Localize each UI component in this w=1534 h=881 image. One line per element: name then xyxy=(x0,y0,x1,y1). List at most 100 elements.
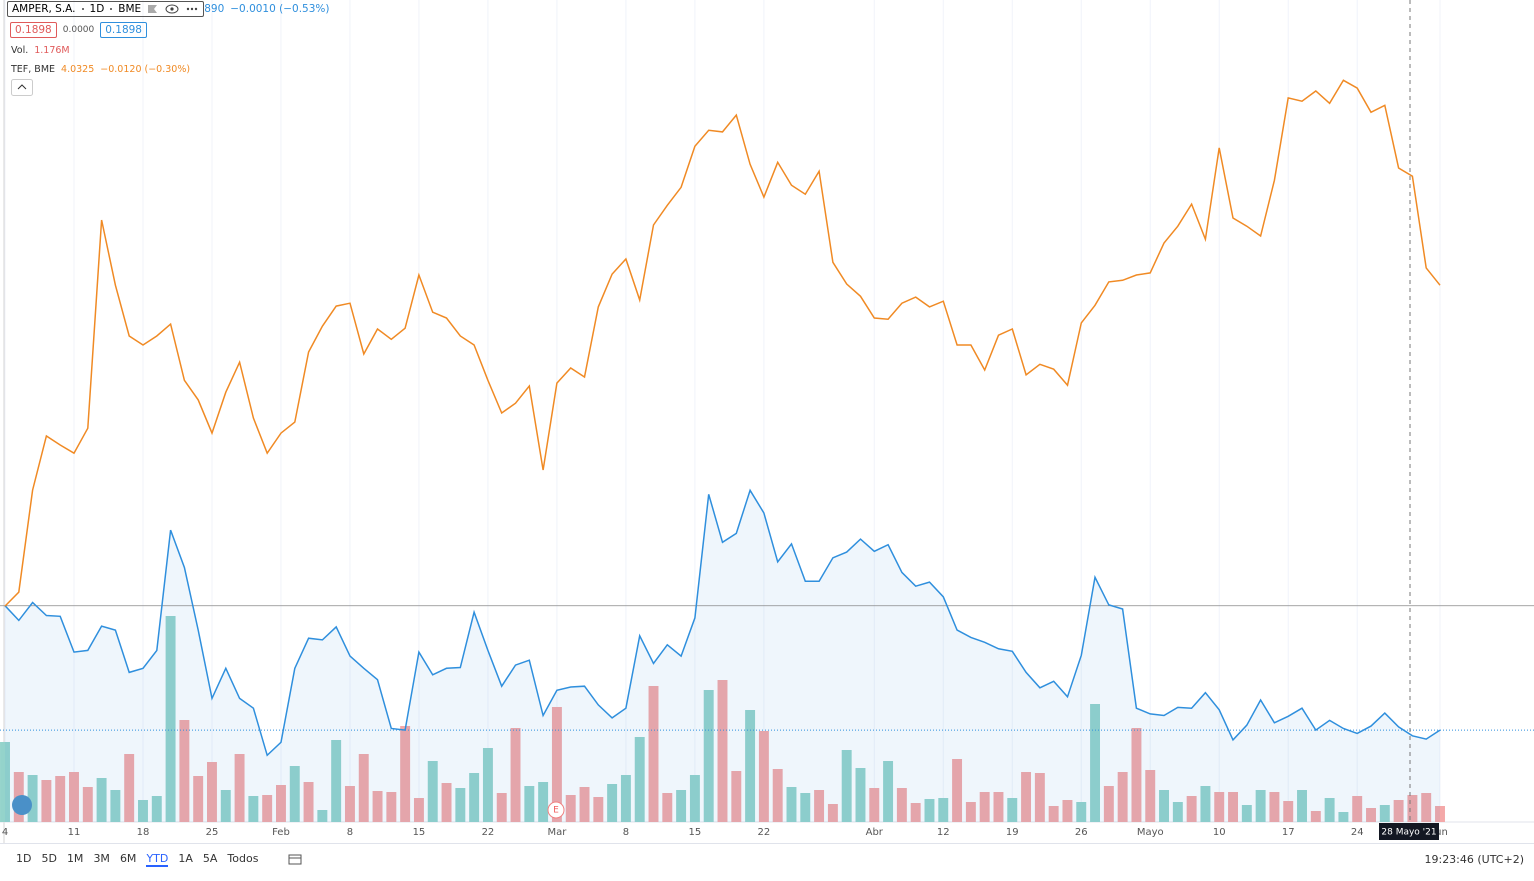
range-button[interactable]: 1M xyxy=(66,851,84,865)
x-tick-label: Mayo xyxy=(1137,827,1164,838)
legend-volume: Vol. 1.176M xyxy=(11,45,70,56)
volume-bar xyxy=(869,788,880,822)
volume-bar xyxy=(1145,770,1156,822)
volume-bar xyxy=(496,793,507,822)
range-button[interactable]: 6M xyxy=(119,851,137,865)
volume-bar xyxy=(565,795,576,822)
volume-bar xyxy=(855,768,866,822)
volume-bar xyxy=(841,750,852,822)
volume-bar xyxy=(952,759,963,822)
volume-bar xyxy=(827,804,838,822)
volume-bar xyxy=(965,802,976,822)
symbol-name: AMPER, S.A. xyxy=(12,3,76,15)
volume-bar xyxy=(1393,800,1404,822)
collapse-button[interactable] xyxy=(11,79,33,96)
volume-bar xyxy=(1021,772,1032,822)
symbol-interval: 1D xyxy=(89,3,105,15)
range-button[interactable]: 5D xyxy=(41,851,57,865)
x-tick-label: 19 xyxy=(1006,827,1019,838)
volume-bar xyxy=(786,787,797,822)
volume-bar xyxy=(207,762,217,822)
range-button[interactable]: Todos xyxy=(227,851,259,865)
volume-bar xyxy=(593,797,604,822)
tef-name: TEF, BME xyxy=(11,64,56,75)
x-tick-label: Feb xyxy=(272,827,290,838)
volume-bar xyxy=(331,740,342,822)
volume-bar xyxy=(413,798,424,822)
volume-bars xyxy=(0,616,1445,822)
volume-bar xyxy=(193,776,204,822)
volume-bar xyxy=(0,742,10,822)
eye-icon[interactable] xyxy=(165,4,179,14)
volume-bar xyxy=(634,737,645,822)
volume-bar xyxy=(1269,792,1280,822)
symbol-box[interactable]: AMPER, S.A. 1D BME xyxy=(7,1,205,17)
area xyxy=(5,490,1440,822)
volume-bar xyxy=(1241,805,1252,822)
volume-bar xyxy=(910,803,921,822)
range-buttons: 1D 5D 1M 3M 6M YTD 1A 5A Todos xyxy=(16,852,258,867)
volume-bar xyxy=(96,778,107,822)
series-line xyxy=(4,79,1441,607)
volume-bar xyxy=(772,769,783,822)
amper-change: −0.0010 (−0.53%) xyxy=(230,3,330,15)
volume-bar xyxy=(1435,806,1445,822)
volume-bar xyxy=(1407,795,1418,822)
x-tick-label: 17 xyxy=(1282,827,1295,838)
volume-bar xyxy=(745,710,756,822)
volume-bar xyxy=(441,783,452,822)
range-button[interactable]: 1A xyxy=(178,851,193,865)
range-button[interactable]: 5A xyxy=(202,851,218,865)
volume-bar xyxy=(1117,772,1128,822)
x-tick-label: 26 xyxy=(1075,827,1088,838)
volume-bar xyxy=(1324,798,1335,822)
volume-bar xyxy=(510,728,521,822)
x-tick-label: 8 xyxy=(623,827,629,838)
volume-bar xyxy=(1283,801,1294,822)
chart: E 4 11 18 25 Feb 8 15 22 Mar 8 15 22 Abr 12 19 26 Mayo 10… xyxy=(0,0,1534,843)
volume-bar xyxy=(731,771,742,822)
x-tick-label: 10 xyxy=(1213,827,1226,838)
volume-bar xyxy=(1255,790,1266,822)
volume-bar xyxy=(938,798,949,822)
x-tick-label: 12 xyxy=(937,827,950,838)
symbol-exchange: BME xyxy=(118,3,142,15)
volume-bar xyxy=(344,786,355,822)
volume-bar xyxy=(1366,808,1376,822)
volume-bar xyxy=(427,761,438,822)
date-range-icon[interactable] xyxy=(288,853,302,865)
volume-bar xyxy=(1007,798,1018,822)
volume-bar xyxy=(800,793,811,822)
tef-last: 4.0325 xyxy=(61,64,95,75)
volume-bar xyxy=(538,782,549,822)
range-button[interactable]: YTD xyxy=(146,851,169,867)
volume-last: 1.176M xyxy=(34,45,70,56)
volume-bar xyxy=(524,786,535,822)
volume-bar xyxy=(662,793,673,822)
event-marker[interactable] xyxy=(547,801,565,819)
volume-bar xyxy=(1172,802,1183,822)
volume-bar xyxy=(82,787,93,822)
sell-box[interactable]: 0.1898 xyxy=(10,22,57,38)
volume-bar xyxy=(1103,786,1114,822)
volume-bar xyxy=(1062,800,1073,822)
range-button[interactable]: 1D xyxy=(16,851,32,865)
volume-bar xyxy=(924,799,935,822)
volume-bar xyxy=(55,776,66,822)
volume-bar xyxy=(165,616,176,822)
volume-bar xyxy=(1159,790,1170,822)
volume-bar xyxy=(676,790,687,822)
series-lines xyxy=(0,79,1534,822)
volume-bar xyxy=(1048,806,1059,822)
logo[interactable] xyxy=(12,795,32,815)
x-tick-label: 11 xyxy=(68,827,81,838)
range-button[interactable]: 3M xyxy=(93,851,110,865)
more-icon[interactable] xyxy=(185,4,199,14)
volume-bar xyxy=(289,766,300,822)
volume-bar xyxy=(689,775,700,822)
flag-icon[interactable] xyxy=(147,4,159,14)
buy-box[interactable]: 0.1898 xyxy=(100,22,147,38)
volume-bar xyxy=(979,792,990,822)
volume-bar xyxy=(648,686,659,822)
x-tick-label: Abr xyxy=(866,827,884,838)
